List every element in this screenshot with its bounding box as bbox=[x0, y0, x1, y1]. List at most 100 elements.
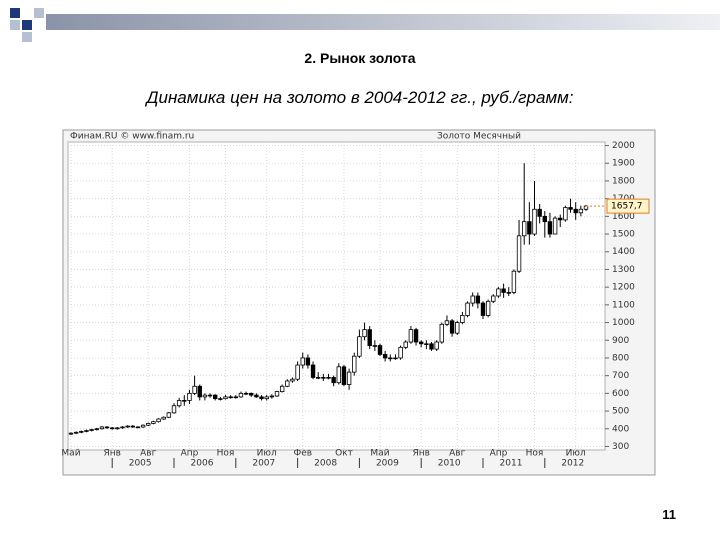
chart-source: Финам.RU © www.finam.ru bbox=[70, 132, 194, 142]
candle-body bbox=[532, 208, 537, 235]
y-tick-label: 1400 bbox=[612, 247, 635, 257]
y-tick-label: 600 bbox=[612, 389, 629, 399]
candle-body bbox=[558, 217, 563, 221]
candle-body bbox=[192, 385, 197, 394]
candle-body bbox=[346, 371, 352, 385]
candle-body bbox=[300, 357, 305, 366]
year-label: 2011 bbox=[500, 459, 523, 469]
candle-body bbox=[496, 288, 501, 297]
candle-body bbox=[522, 221, 527, 237]
y-tick-label: 1100 bbox=[612, 300, 635, 310]
y-tick-label: 900 bbox=[612, 336, 629, 346]
plot-area bbox=[67, 141, 606, 451]
candle-body bbox=[212, 394, 218, 400]
candle-body bbox=[254, 394, 259, 398]
candle-body bbox=[444, 320, 450, 325]
candle-body bbox=[274, 391, 280, 397]
candle-body bbox=[413, 329, 419, 343]
candle-body bbox=[176, 400, 182, 407]
candle-body bbox=[449, 320, 455, 334]
candle-body bbox=[99, 426, 105, 430]
candle-body bbox=[197, 385, 202, 398]
candle-body bbox=[418, 341, 424, 345]
x-tick-label: Авг bbox=[140, 449, 156, 459]
slide-subtitle: Динамика цен на золото в 2004-2012 гг., … bbox=[146, 88, 574, 107]
candle-body bbox=[207, 394, 213, 397]
candle-body bbox=[465, 302, 470, 316]
candle-body bbox=[568, 207, 573, 210]
candle-body bbox=[485, 300, 491, 316]
candle-body bbox=[182, 400, 187, 402]
candle-body bbox=[166, 412, 172, 418]
candle-body bbox=[94, 428, 99, 431]
candle-body bbox=[434, 341, 439, 350]
candle-body bbox=[110, 427, 115, 430]
x-tick-label: Фев bbox=[293, 449, 312, 459]
candle-body bbox=[326, 377, 331, 379]
candle-body bbox=[341, 366, 347, 385]
last-price-box bbox=[606, 198, 650, 214]
candle-body bbox=[511, 270, 517, 293]
candle-body bbox=[547, 221, 553, 235]
candle-body bbox=[125, 425, 130, 428]
candle-body bbox=[321, 377, 326, 379]
y-tick-label: 400 bbox=[612, 424, 629, 434]
candle-body bbox=[537, 208, 542, 217]
year-label: 2006 bbox=[191, 459, 214, 469]
y-tick-label: 2000 bbox=[612, 141, 635, 151]
candle-body bbox=[115, 427, 120, 430]
year-label: 2008 bbox=[314, 459, 337, 469]
last-price-label: 1657,7 bbox=[611, 202, 643, 212]
candle-body bbox=[393, 357, 398, 360]
decor-band bbox=[46, 14, 720, 30]
candle-body bbox=[357, 336, 362, 357]
candle-body bbox=[382, 354, 388, 359]
candle-body bbox=[506, 292, 511, 294]
candle-body bbox=[516, 235, 522, 272]
y-tick-label: 1500 bbox=[612, 230, 635, 240]
x-tick-label: Янв bbox=[412, 449, 429, 459]
candle-body bbox=[475, 295, 481, 304]
page-number: 11 bbox=[662, 507, 676, 522]
y-tick-label: 500 bbox=[612, 407, 629, 417]
candle-body bbox=[79, 431, 84, 433]
candle-body bbox=[305, 357, 311, 366]
candle-body bbox=[171, 405, 177, 414]
candle-body bbox=[259, 396, 264, 400]
year-label: 2009 bbox=[376, 459, 399, 469]
candle-body bbox=[140, 424, 146, 428]
candle-body bbox=[156, 418, 161, 423]
x-tick-label: Апр bbox=[181, 449, 199, 459]
y-tick-label: 300 bbox=[612, 442, 629, 452]
y-tick-label: 800 bbox=[612, 353, 629, 363]
y-tick-label: 1900 bbox=[612, 159, 635, 169]
candle-body bbox=[501, 288, 506, 293]
candle-body bbox=[315, 377, 321, 379]
x-tick-label: Апр bbox=[490, 449, 508, 459]
candle-body bbox=[89, 429, 94, 431]
candle-body bbox=[161, 416, 166, 420]
candle-body bbox=[130, 425, 135, 428]
x-tick-label: Май bbox=[61, 449, 80, 459]
slide-title: 2. Рынок золота bbox=[304, 50, 416, 66]
candle-body bbox=[398, 346, 403, 359]
decor-square bbox=[10, 8, 20, 18]
x-tick-label: Июл bbox=[566, 449, 586, 459]
candle-body bbox=[84, 430, 89, 432]
y-tick-label: 700 bbox=[612, 371, 629, 381]
x-tick-label: Окт bbox=[335, 449, 353, 459]
candle-body bbox=[146, 423, 151, 426]
x-tick-label: Ноя bbox=[217, 449, 235, 459]
candle-body bbox=[578, 208, 584, 214]
y-tick-label: 1600 bbox=[612, 212, 635, 222]
candle-body bbox=[135, 426, 141, 429]
candle-body bbox=[408, 329, 414, 343]
candle-body bbox=[352, 355, 357, 373]
candle-body bbox=[228, 396, 233, 399]
candle-body bbox=[388, 357, 393, 360]
candle-body bbox=[460, 315, 465, 323]
y-tick-label: 1800 bbox=[612, 176, 635, 186]
candle-body bbox=[249, 392, 254, 396]
candle-body bbox=[563, 207, 568, 221]
